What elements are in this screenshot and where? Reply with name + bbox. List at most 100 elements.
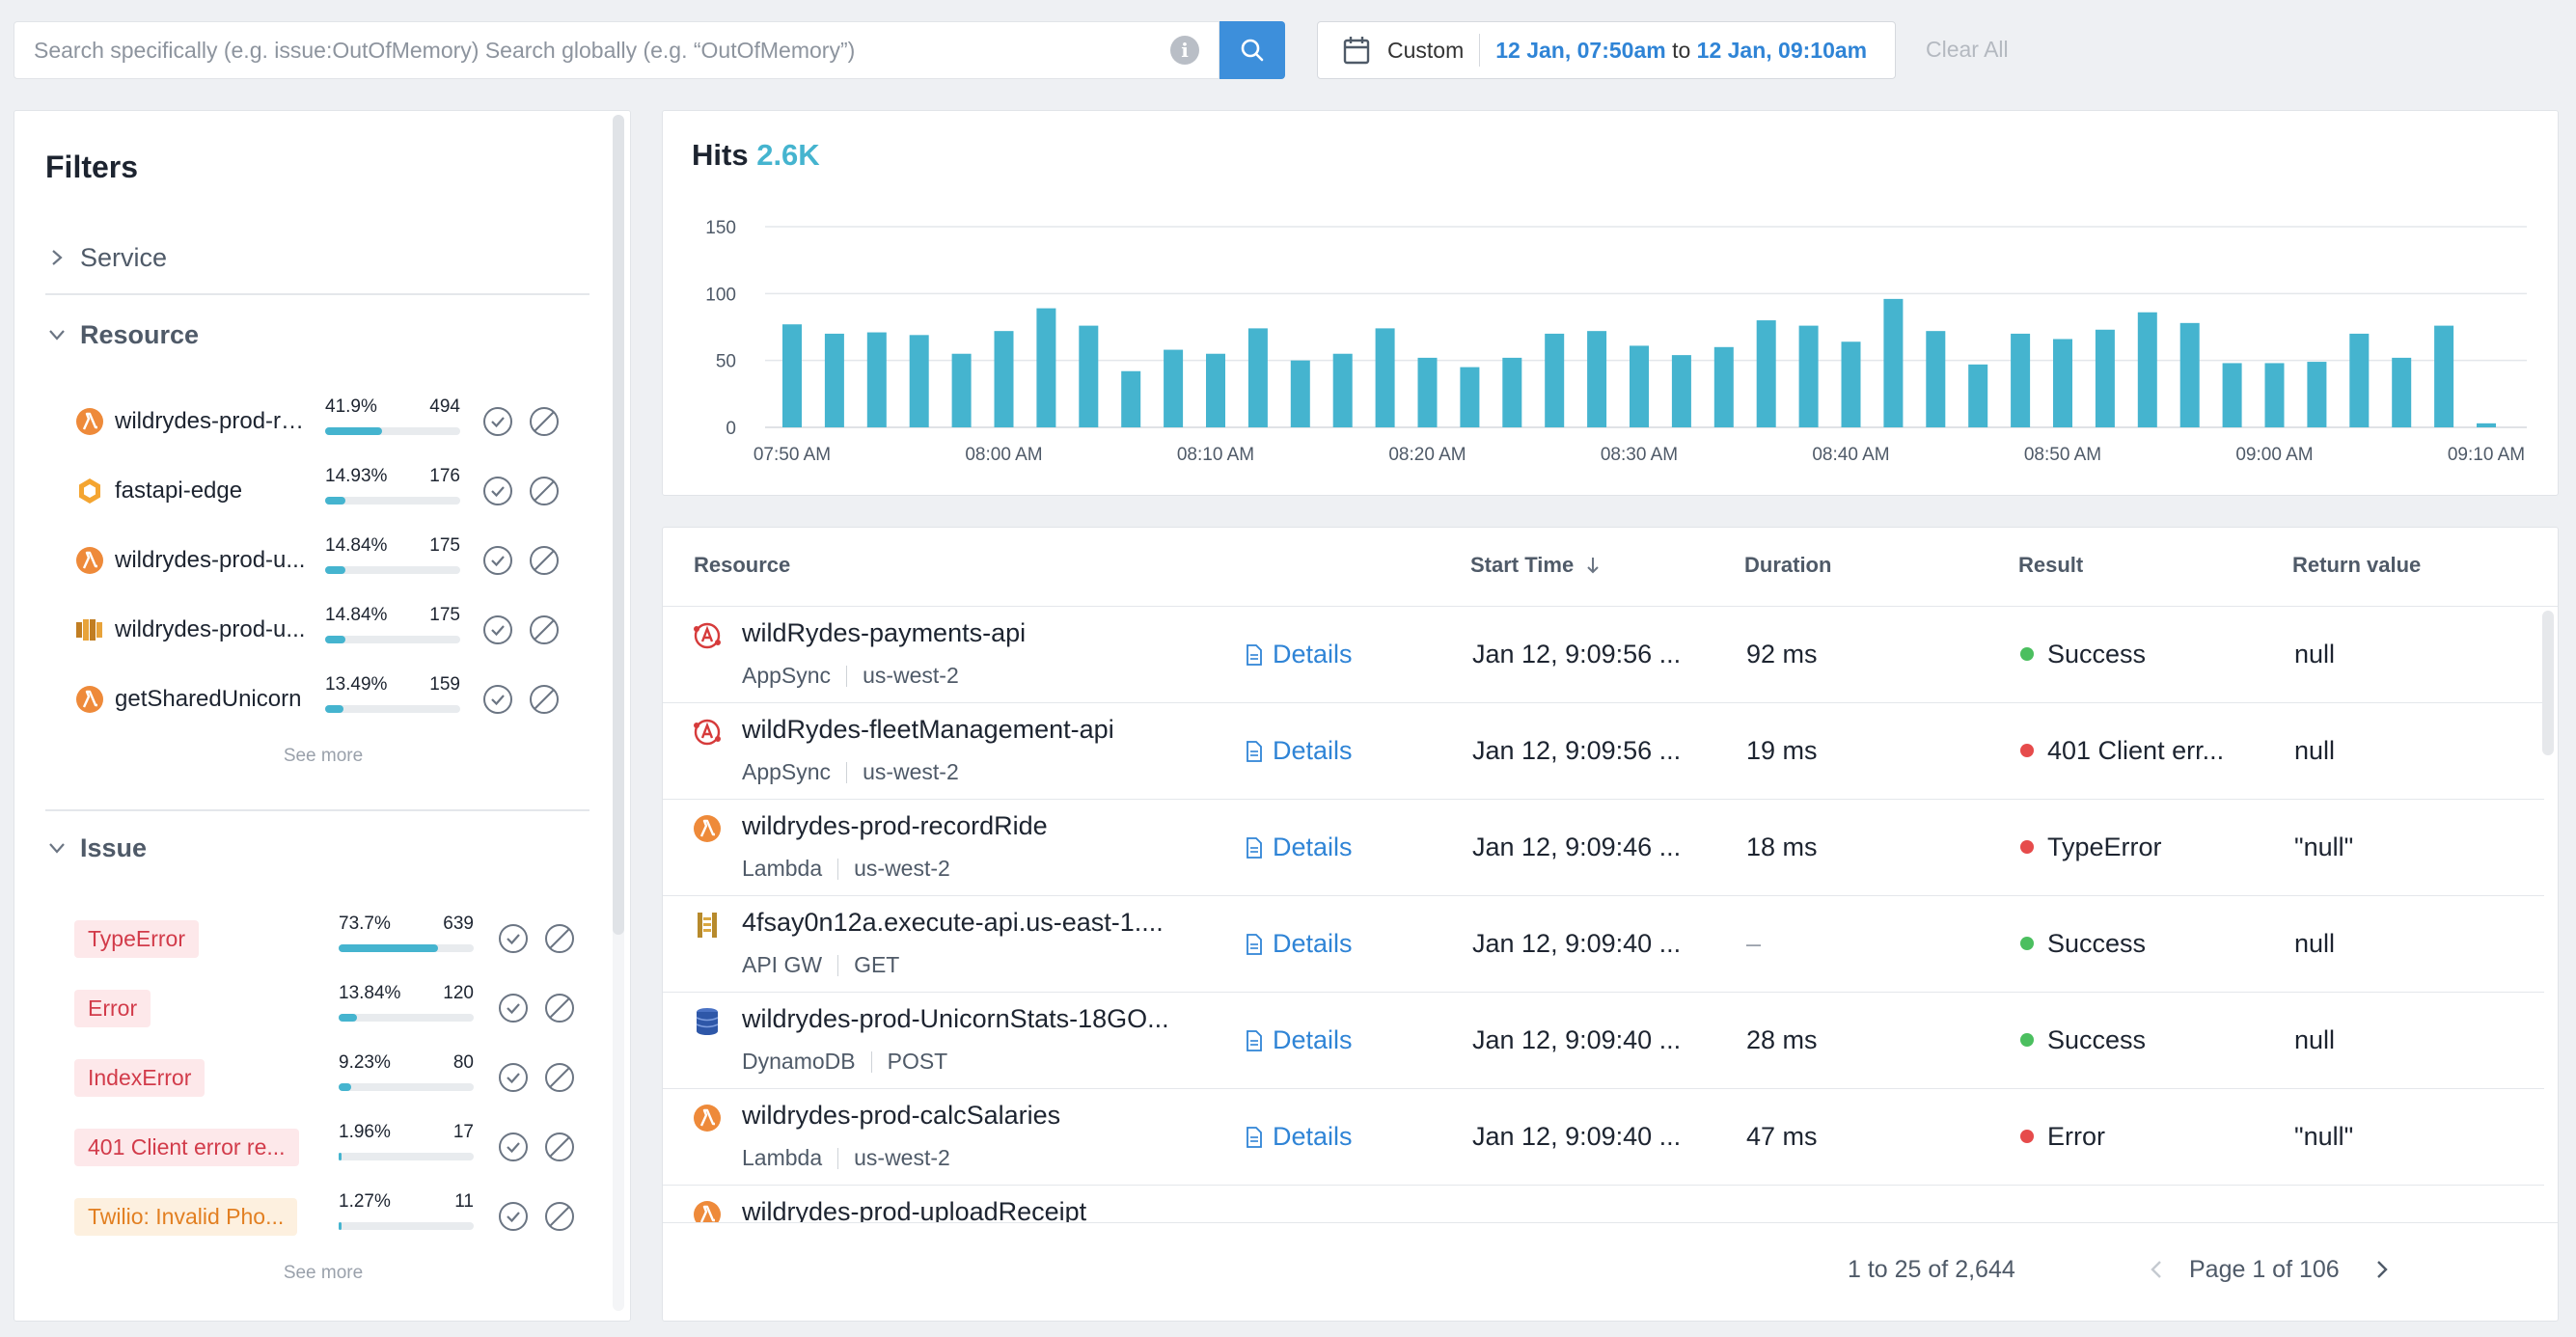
details-link[interactable]: Details: [1246, 640, 1353, 669]
share-bar: [339, 1153, 474, 1160]
table-row[interactable]: wildrydes-prod-recordRide Lambda us-west…: [663, 800, 2544, 896]
exclude-filter-icon[interactable]: [528, 475, 561, 507]
include-filter-icon[interactable]: [497, 1131, 530, 1163]
exclude-filter-icon[interactable]: [528, 614, 561, 646]
details-link[interactable]: Details: [1246, 832, 1353, 862]
result: Error: [2020, 1122, 2105, 1152]
table-row[interactable]: wildrydes-prod-UnicornStats-18GO... Dyna…: [663, 993, 2544, 1089]
resource-meta: AppSync us-west-2: [742, 759, 959, 785]
table-row[interactable]: wildrydes-prod-uploadReceipt: [663, 1186, 2544, 1222]
exclude-filter-icon[interactable]: [543, 1061, 576, 1094]
clear-all-button[interactable]: Clear All: [1926, 37, 2009, 62]
resource-filter-row[interactable]: fastapi-edge 14.93% 176: [74, 464, 589, 518]
search-button[interactable]: [1219, 21, 1285, 79]
include-filter-icon[interactable]: [497, 992, 530, 1024]
table-row[interactable]: wildRydes-payments-api AppSync us-west-2…: [663, 607, 2544, 703]
count: 11: [454, 1191, 474, 1212]
filters-scrollbar-thumb[interactable]: [613, 115, 624, 935]
details-link[interactable]: Details: [1246, 1122, 1353, 1152]
count: 639: [443, 914, 474, 934]
include-filter-icon[interactable]: [481, 544, 514, 577]
table-row[interactable]: wildRydes-fleetManagement-api AppSync us…: [663, 703, 2544, 800]
resource-name[interactable]: wildrydes-prod-uploadReceipt: [742, 1197, 1087, 1222]
resource-type: AppSync: [742, 759, 832, 784]
info-icon[interactable]: i: [1170, 36, 1199, 65]
date-preset-label[interactable]: Custom: [1387, 34, 1481, 67]
exclude-filter-icon[interactable]: [543, 922, 576, 955]
resource-filter-row[interactable]: wildrydes-prod-re... 41.9% 494: [74, 395, 589, 449]
resource-name[interactable]: wildrydes-prod-recordRide: [742, 811, 1048, 840]
issue-filter-row[interactable]: Twilio: Invalid Pho... 1.27% 11: [74, 1189, 589, 1243]
y-tick-label: 0: [726, 419, 736, 439]
exclude-filter-icon[interactable]: [543, 992, 576, 1024]
issue-see-more-link[interactable]: See more: [283, 1263, 364, 1283]
include-filter-icon[interactable]: [497, 1200, 530, 1233]
exclude-filter-icon[interactable]: [528, 683, 561, 716]
include-filter-icon[interactable]: [481, 614, 514, 646]
date-range-picker[interactable]: Custom 12 Jan, 07:50am to 12 Jan, 09:10a…: [1317, 21, 1896, 79]
table-scrollbar-thumb[interactable]: [2542, 611, 2554, 755]
details-link[interactable]: Details: [1246, 736, 1353, 766]
include-filter-icon[interactable]: [481, 405, 514, 438]
issue-filter-row[interactable]: IndexError 9.23% 80: [74, 1050, 589, 1105]
table-row[interactable]: 4fsay0n12a.execute-api.us-east-1.... API…: [663, 896, 2544, 993]
share-bar: [339, 1222, 474, 1230]
column-header-return-value[interactable]: Return value: [2292, 553, 2422, 577]
status-dot: [2020, 646, 2034, 661]
exclude-filter-icon[interactable]: [543, 1200, 576, 1233]
search-bar[interactable]: i: [14, 21, 1219, 79]
issue-filter-row[interactable]: Error 13.84% 120: [74, 981, 589, 1035]
search-input[interactable]: [34, 37, 1161, 64]
next-page-icon[interactable]: [2365, 1252, 2399, 1287]
filter-group-label: Resource: [80, 319, 200, 349]
hits-bar: [2011, 333, 2031, 427]
resource-name[interactable]: wildRydes-fleetManagement-api: [742, 715, 1114, 744]
hits-bar: [994, 331, 1014, 427]
calendar-icon: [1343, 36, 1370, 65]
percentage: 14.93%: [325, 466, 388, 486]
include-filter-icon[interactable]: [481, 683, 514, 716]
filter-group-resource[interactable]: Resource: [45, 315, 589, 354]
resource-meta: DynamoDB POST: [742, 1049, 947, 1075]
column-header-duration[interactable]: Duration: [1744, 553, 1832, 577]
percentage: 13.84%: [339, 983, 401, 1003]
resource-see-more-link[interactable]: See more: [283, 746, 364, 766]
details-label: Details: [1273, 1025, 1353, 1054]
hits-bar: [824, 333, 844, 427]
hits-bar: [1841, 341, 1861, 427]
date-to: 12 Jan, 09:10am: [1696, 37, 1868, 63]
resource-name[interactable]: wildrydes-prod-calcSalaries: [742, 1101, 1061, 1130]
filter-group-service[interactable]: Service: [45, 238, 589, 277]
include-filter-icon[interactable]: [481, 475, 514, 507]
filter-group-issue[interactable]: Issue: [45, 829, 589, 867]
resource-filter-row[interactable]: wildrydes-prod-u... 14.84% 175: [74, 533, 589, 587]
x-tick-label: 08:10 AM: [1177, 445, 1254, 465]
date-range-value[interactable]: 12 Jan, 07:50am to 12 Jan, 09:10am: [1480, 38, 1867, 64]
resource-name[interactable]: wildrydes-prod-UnicornStats-18GO...: [742, 1004, 1169, 1033]
resource-filter-row[interactable]: getSharedUnicorn 13.49% 159: [74, 672, 589, 726]
sort-down-icon: [1585, 556, 1601, 575]
issue-filter-row[interactable]: 401 Client error re... 1.96% 17: [74, 1120, 589, 1174]
issue-tag: Twilio: Invalid Pho...: [74, 1197, 298, 1236]
details-link[interactable]: Details: [1246, 1025, 1353, 1055]
exclude-filter-icon[interactable]: [543, 1131, 576, 1163]
column-header-resource[interactable]: Resource: [694, 553, 791, 577]
exclude-filter-icon[interactable]: [528, 544, 561, 577]
hits-bar: [1121, 370, 1141, 427]
column-header-start-time[interactable]: Start Time: [1470, 553, 1601, 578]
filter-group-label: Issue: [80, 832, 148, 862]
details-link[interactable]: Details: [1246, 929, 1353, 959]
exclude-filter-icon[interactable]: [528, 405, 561, 438]
prev-page-icon[interactable]: [2139, 1252, 2174, 1287]
details-label: Details: [1273, 640, 1353, 668]
resource-name[interactable]: wildRydes-payments-api: [742, 618, 1027, 647]
share-bar: [325, 497, 460, 505]
resource-filter-row[interactable]: wildrydes-prod-u... 14.84% 175: [74, 603, 589, 657]
issue-filter-row[interactable]: TypeError 73.7% 639: [74, 912, 589, 966]
include-filter-icon[interactable]: [497, 922, 530, 955]
column-header-result[interactable]: Result: [2018, 553, 2084, 577]
resource-name[interactable]: 4fsay0n12a.execute-api.us-east-1....: [742, 908, 1164, 937]
include-filter-icon[interactable]: [497, 1061, 530, 1094]
table-row[interactable]: wildrydes-prod-calcSalaries Lambda us-we…: [663, 1089, 2544, 1186]
share-bar: [325, 636, 460, 643]
